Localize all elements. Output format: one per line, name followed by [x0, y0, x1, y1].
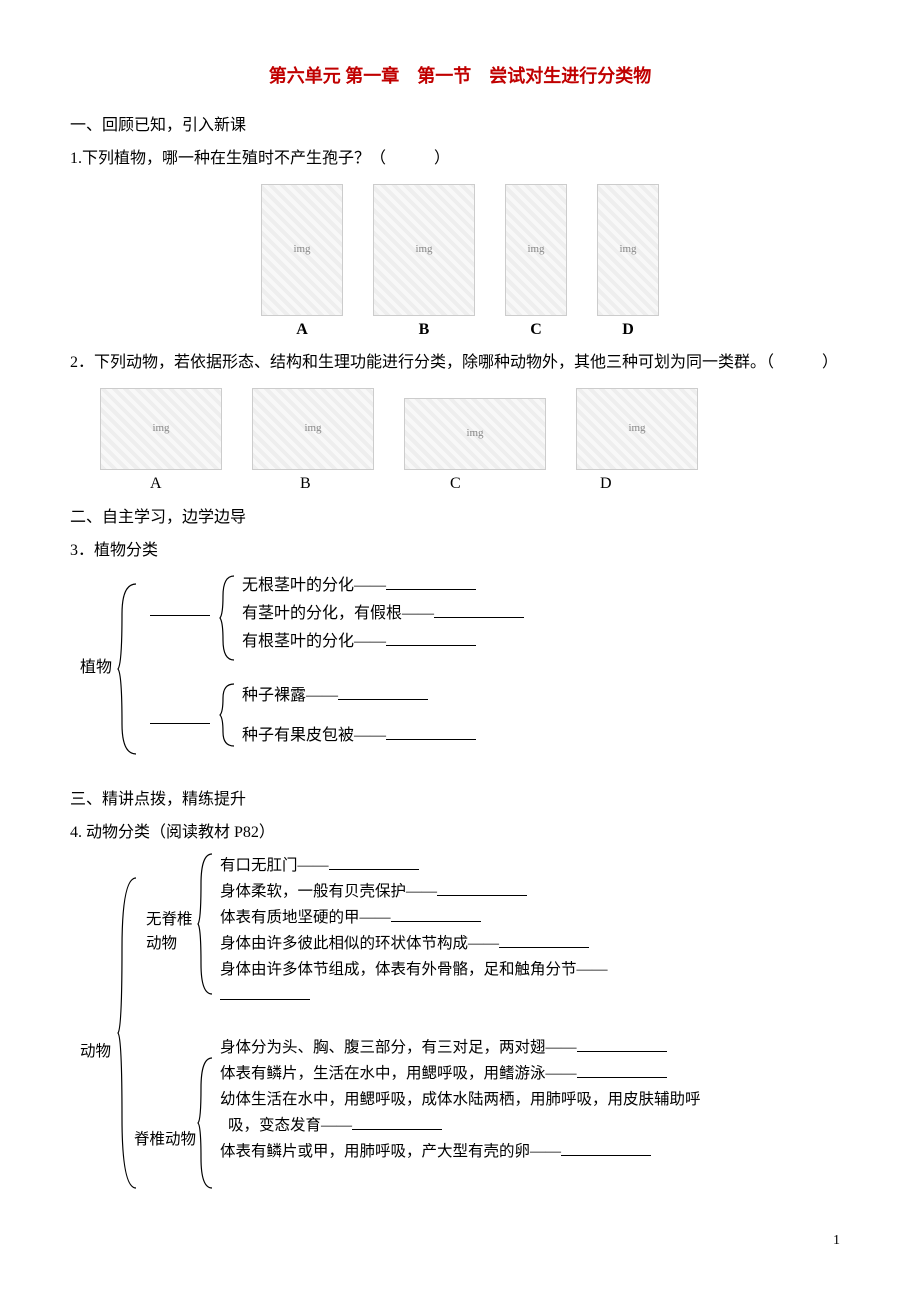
plant-lower-blank	[150, 707, 210, 724]
animal-root-label: 动物	[80, 1038, 111, 1066]
q1-label-b: B	[419, 316, 430, 345]
plant-image-d: img	[597, 184, 659, 316]
q1-image-row: img A img B img C img D	[70, 184, 850, 345]
q2-img-d: img	[576, 388, 698, 470]
inv-line-2: 身体柔软，一般有贝壳保护——	[220, 878, 527, 906]
q2-img-a: img	[100, 388, 222, 470]
animal-tree: 动物 无脊椎 动物 有口无肛门—— 身体柔软，一般有贝壳保护—— 体表有质地坚硬…	[80, 858, 850, 1198]
q2-label-row: A B C D	[150, 470, 850, 499]
invertebrate-label-2: 动物	[146, 930, 177, 958]
plant-image-b: img	[373, 184, 475, 316]
mid-line: 身体分为头、胸、腹三部分，有三对足，两对翅——	[220, 1034, 667, 1062]
plant-upper-blank	[150, 599, 210, 616]
animal-image-c: img	[404, 398, 546, 470]
q2-label-d: D	[600, 470, 750, 499]
plant-upper-line-2: 有茎叶的分化，有假根——	[242, 600, 524, 629]
question-2: 2．下列动物，若依据形态、结构和生理功能进行分类，除哪种动物外，其他三种可划为同…	[70, 349, 850, 378]
animal-image-b: img	[252, 388, 374, 470]
q1-label-a: A	[296, 316, 308, 345]
q1-img-c: img C	[505, 184, 567, 345]
invertebrate-brace	[198, 854, 214, 994]
q2-image-row: img img img img	[100, 388, 850, 470]
vert-line-1: 体表有鳞片，生活在水中，用鳃呼吸，用鳍游泳——	[220, 1060, 667, 1088]
vertebrate-label: 脊椎动物	[134, 1126, 196, 1154]
q2-label-b: B	[300, 470, 450, 499]
section-3-heading: 三、精讲点拨，精练提升	[70, 786, 850, 815]
inv-line-3: 体表有质地坚硬的甲——	[220, 904, 481, 932]
inv-line-5: 身体由许多体节组成，体表有外骨骼，足和触角分节——	[220, 956, 608, 984]
vert-line-4: 体表有鳞片或甲，用肺呼吸，产大型有壳的卵——	[220, 1138, 651, 1166]
q1-img-b: img B	[373, 184, 475, 345]
q1-img-a: img A	[261, 184, 343, 345]
animal-image-d: img	[576, 388, 698, 470]
q1-label-d: D	[622, 316, 634, 345]
plant-root-label: 植物	[80, 654, 112, 683]
q1-label-c: C	[530, 316, 542, 345]
vert-line-3: 吸，变态发育——	[228, 1112, 442, 1140]
plant-image-c: img	[505, 184, 567, 316]
question-3: 3．植物分类	[70, 537, 850, 566]
plant-outer-brace	[118, 584, 138, 754]
inv-line-4: 身体由许多彼此相似的环状体节构成——	[220, 930, 589, 958]
q2-img-c: img	[404, 398, 546, 470]
q1-img-d: img D	[597, 184, 659, 345]
plant-lower-line-2: 种子有果皮包被——	[242, 722, 476, 751]
q2-label-c: C	[450, 470, 600, 499]
plant-upper-line-3: 有根茎叶的分化——	[242, 628, 476, 657]
plant-tree: 植物 无根茎叶的分化—— 有茎叶的分化，有假根—— 有根茎叶的分化—— 种子裸露…	[80, 576, 850, 766]
inv-line-1: 有口无肛门——	[220, 852, 419, 880]
section-1-heading: 一、回顾已知，引入新课	[70, 112, 850, 141]
plant-lower-line-1: 种子裸露——	[242, 682, 428, 711]
question-1: 1.下列植物，哪一种在生殖时不产生孢子？（ ）	[70, 145, 850, 174]
question-4: 4. 动物分类（阅读教材 P82）	[70, 819, 850, 848]
inv-line-5-blank	[220, 982, 310, 1010]
page-title: 第六单元 第一章 第一节 尝试对生进行分类物	[70, 60, 850, 92]
plant-upper-line-1: 无根茎叶的分化——	[242, 572, 476, 601]
q2-img-b: img	[252, 388, 374, 470]
vertebrate-brace	[198, 1058, 214, 1188]
page-number: 1	[70, 1228, 850, 1253]
plant-lower-brace	[220, 684, 236, 746]
vert-line-2: 幼体生活在水中，用鳃呼吸，成体水陆两栖，用肺呼吸，用皮肤辅助呼	[220, 1086, 701, 1114]
plant-image-a: img	[261, 184, 343, 316]
plant-upper-brace	[220, 576, 236, 660]
animal-image-a: img	[100, 388, 222, 470]
q2-label-a: A	[150, 470, 300, 499]
section-2-heading: 二、自主学习，边学边导	[70, 504, 850, 533]
